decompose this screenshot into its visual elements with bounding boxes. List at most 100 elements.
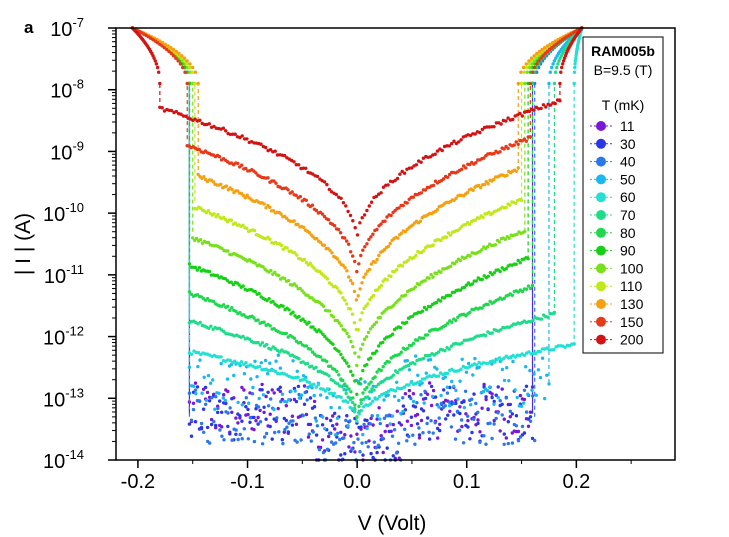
data-point — [431, 431, 435, 435]
data-point — [343, 266, 347, 270]
data-point — [310, 386, 314, 390]
data-point — [502, 442, 506, 446]
data-point — [383, 429, 387, 434]
data-point — [261, 265, 265, 269]
data-point — [478, 130, 482, 135]
data-point — [456, 397, 460, 401]
data-point — [254, 171, 258, 175]
data-point — [486, 182, 490, 186]
data-point — [383, 219, 387, 223]
data-point — [397, 352, 401, 357]
data-point — [236, 421, 240, 425]
data-point — [373, 260, 377, 264]
data-point — [212, 124, 216, 129]
data-point — [411, 341, 416, 346]
data-point — [339, 291, 343, 295]
data-point — [560, 65, 564, 70]
data-point — [337, 349, 341, 354]
data-point — [365, 395, 370, 399]
data-point — [419, 393, 423, 397]
data-point — [522, 431, 527, 435]
data-point — [411, 195, 415, 199]
data-point — [266, 372, 270, 376]
data-point — [417, 436, 422, 440]
data-point — [378, 315, 382, 320]
data-point — [396, 370, 400, 375]
data-point — [410, 314, 415, 318]
data-point — [450, 379, 454, 384]
data-point — [411, 399, 416, 404]
data-point — [361, 432, 365, 437]
data-point — [366, 445, 370, 449]
data-point — [231, 282, 235, 287]
data-point — [470, 282, 474, 286]
data-point — [306, 422, 311, 427]
data-point — [529, 56, 534, 60]
data-point — [219, 361, 223, 366]
data-point — [413, 405, 418, 409]
data-point — [413, 442, 417, 446]
data-point — [446, 413, 450, 417]
data-point — [369, 200, 374, 204]
data-point — [409, 415, 414, 419]
data-point — [284, 418, 288, 423]
y-axis: 10-14 10-13 10-12 10-11 10-10 10-9 10-8 10-7 — [43, 15, 116, 473]
data-point — [297, 357, 301, 361]
legend-marker — [596, 299, 606, 309]
data-point — [193, 388, 198, 392]
data-point — [309, 439, 313, 443]
data-point — [218, 428, 222, 432]
data-point — [536, 368, 541, 372]
data-point — [433, 421, 437, 425]
data-point — [206, 240, 211, 245]
data-point — [362, 422, 366, 427]
data-point — [222, 438, 226, 442]
data-point — [189, 418, 194, 422]
data-point — [439, 401, 443, 406]
data-point — [465, 191, 470, 195]
data-point — [476, 418, 480, 422]
data-point — [498, 399, 502, 403]
data-point — [292, 160, 296, 164]
data-point — [443, 349, 447, 353]
data-point — [345, 269, 349, 273]
data-point — [216, 406, 220, 411]
data-point — [260, 388, 264, 392]
data-point — [263, 358, 268, 363]
data-point — [321, 415, 325, 419]
data-point — [329, 364, 333, 368]
data-point — [256, 415, 260, 420]
data-point — [202, 375, 206, 379]
data-point — [162, 46, 167, 50]
data-point — [393, 389, 398, 393]
data-point — [520, 289, 525, 294]
data-point — [345, 361, 349, 365]
data-layer — [130, 26, 584, 462]
data-point — [539, 106, 543, 111]
data-point — [459, 138, 463, 142]
data-point — [374, 384, 378, 389]
data-point — [391, 332, 395, 336]
data-point — [458, 405, 462, 409]
data-point — [411, 223, 415, 227]
data-point — [417, 426, 421, 430]
data-point — [385, 424, 389, 428]
data-point — [316, 383, 321, 387]
data-point — [415, 412, 420, 417]
data-point — [292, 219, 296, 223]
data-point — [371, 399, 375, 403]
data-point — [381, 450, 385, 455]
data-point — [193, 117, 197, 121]
data-point — [196, 81, 200, 86]
data-point — [204, 402, 208, 406]
data-point — [492, 422, 496, 426]
data-point — [301, 413, 305, 418]
data-point — [252, 228, 257, 233]
data-point — [551, 62, 555, 66]
data-point — [294, 163, 298, 167]
data-point — [510, 293, 514, 297]
data-point — [356, 437, 360, 441]
data-point — [389, 274, 393, 278]
data-point — [345, 414, 349, 418]
data-point — [207, 399, 212, 403]
